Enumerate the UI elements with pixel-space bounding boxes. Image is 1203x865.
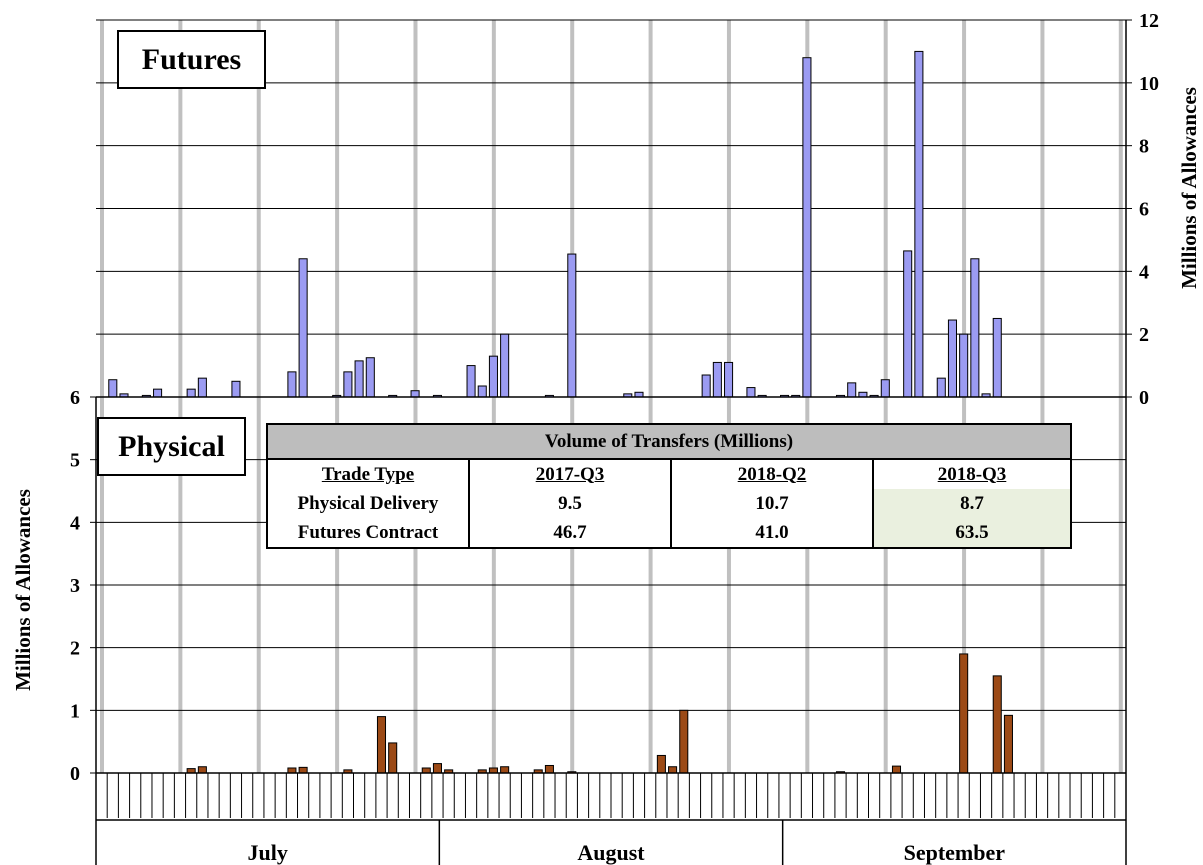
physical-bar: [432, 763, 442, 774]
futures-y-tick-label: 10: [1139, 73, 1159, 95]
header-2017-q3: 2017-Q3: [468, 460, 671, 489]
futures-panel-label: Futures: [117, 30, 266, 89]
futures-bar: [724, 361, 734, 398]
physical-y-tick-label: 4: [70, 512, 80, 534]
row-label: Futures Contract: [297, 521, 439, 543]
header-trade-type-text: Trade Type: [321, 463, 415, 485]
futures-bar: [488, 355, 498, 398]
physical-bar: [1003, 714, 1013, 774]
cell-value-highlighted: 8.7: [872, 489, 1070, 518]
futures-y-tick-label: 12: [1139, 10, 1159, 32]
table-row: Futures Contract 46.7 41.0 63.5: [268, 518, 1070, 547]
physical-bar: [376, 716, 387, 774]
physical-bar: [287, 767, 297, 774]
futures-bar: [802, 57, 812, 398]
futures-bar: [231, 380, 241, 398]
header-2018-q3: 2018-Q3: [872, 460, 1070, 489]
physical-y-tick-label: 3: [70, 575, 80, 597]
futures-bars: [108, 50, 1002, 398]
futures-bar: [567, 253, 577, 398]
x-day-ticks: [95, 773, 1127, 818]
futures-bar: [880, 379, 890, 398]
table-row: Physical Delivery 9.5 10.7 8.7: [268, 489, 1070, 518]
physical-y-tick-label: 5: [70, 450, 80, 472]
month-label: July: [247, 840, 287, 865]
futures-bar: [287, 371, 297, 398]
futures-bar: [466, 365, 476, 398]
header-trade-type: Trade Type: [268, 460, 469, 489]
x-month-labels: July August September: [247, 820, 1005, 865]
futures-bar: [365, 357, 375, 398]
futures-bar: [410, 390, 420, 398]
table-header-row: Trade Type 2017-Q3 2018-Q2 2018-Q3: [268, 460, 1070, 489]
futures-bar: [500, 333, 510, 398]
physical-bar: [298, 766, 308, 774]
futures-bar: [959, 333, 969, 398]
physical-bar: [668, 766, 678, 774]
futures-bar: [970, 258, 980, 398]
futures-bar: [914, 50, 924, 398]
cell-value-highlighted: 63.5: [872, 518, 1070, 547]
futures-bar: [186, 388, 196, 398]
physical-y-tick-label: 1: [70, 700, 80, 722]
cell-value: 41.0: [670, 518, 873, 547]
table-body: Trade Type 2017-Q3 2018-Q2 2018-Q3 Physi…: [268, 460, 1070, 547]
physical-bar: [959, 653, 969, 774]
physical-panel-label: Physical: [97, 417, 246, 476]
futures-bar: [947, 319, 957, 398]
physical-bar: [388, 742, 398, 774]
futures-y-tick-labels: 0 2 4 6 8 10 12: [1126, 10, 1159, 409]
futures-bar: [712, 361, 722, 398]
physical-bar: [656, 754, 666, 774]
futures-bar: [354, 360, 364, 398]
physical-bar: [544, 764, 554, 774]
futures-y-tick-label: 8: [1139, 136, 1149, 158]
futures-bar: [701, 374, 711, 398]
physical-y-tick-label: 6: [70, 387, 80, 409]
month-label: September: [904, 840, 1006, 865]
month-label: August: [577, 840, 645, 865]
futures-y-tick-label: 6: [1139, 199, 1149, 221]
futures-y-tick-label: 0: [1139, 387, 1149, 409]
futures-bar: [992, 317, 1002, 398]
cell-value: 9.5: [468, 489, 671, 518]
futures-bar: [903, 250, 913, 398]
futures-bar: [847, 382, 857, 398]
futures-bar: [197, 377, 207, 398]
physical-bar: [891, 765, 902, 774]
physical-bar: [500, 766, 510, 774]
physical-bar: [197, 766, 207, 774]
futures-bar: [298, 258, 308, 398]
physical-y-tick-label: 2: [70, 638, 80, 660]
table-title: Volume of Transfers (Millions): [268, 425, 1070, 460]
futures-bar: [343, 371, 353, 398]
physical-y-tick-labels: 0 1 2 3 4 5 6: [70, 387, 96, 785]
futures-bar: [936, 377, 946, 398]
physical-bars: [186, 653, 1013, 774]
futures-bar: [108, 379, 118, 398]
physical-y-axis-title: Millions of Allowances: [11, 489, 35, 691]
futures-bar: [746, 387, 756, 398]
futures-y-tick-label: 2: [1139, 324, 1149, 346]
header-2018-q3-text: 2018-Q3: [937, 463, 1007, 485]
futures-bar: [477, 385, 487, 398]
physical-y-tick-label: 0: [70, 763, 80, 785]
row-label: Physical Delivery: [297, 492, 439, 514]
cell-value: 46.7: [468, 518, 671, 547]
physical-bar: [488, 767, 498, 774]
futures-y-axis-title: Millions of Allowances: [1177, 87, 1201, 289]
physical-bar: [992, 675, 1002, 774]
futures-bar: [153, 388, 163, 398]
physical-bar: [679, 709, 689, 774]
header-2017-q3-text: 2017-Q3: [535, 463, 605, 485]
physical-bar: [421, 767, 431, 774]
header-2018-q2: 2018-Q2: [670, 460, 873, 489]
cell-value: 10.7: [670, 489, 873, 518]
header-2018-q2-text: 2018-Q2: [737, 463, 807, 485]
futures-y-tick-label: 4: [1139, 261, 1149, 283]
volume-of-transfers-table: Volume of Transfers (Millions) Trade Typ…: [266, 423, 1072, 549]
